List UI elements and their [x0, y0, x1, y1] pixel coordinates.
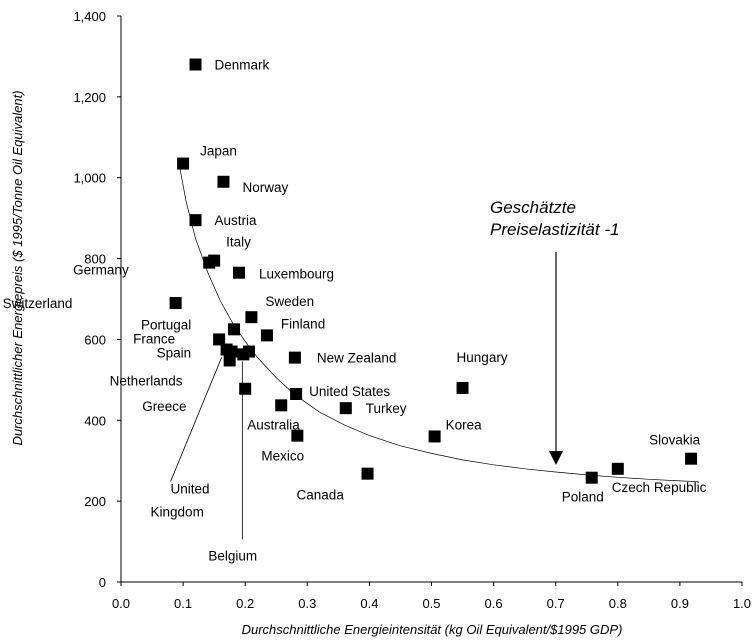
point-label: Korea — [446, 417, 483, 432]
x-tick-label: 0.5 — [422, 596, 440, 611]
point-marker-germany — [203, 256, 216, 269]
point-marker-france — [213, 333, 226, 346]
point-label: Turkey — [366, 401, 407, 416]
point-label: Greece — [142, 399, 186, 414]
x-tick-label: 0.1 — [174, 596, 192, 611]
point-label: Netherlands — [110, 373, 183, 388]
point-label: Finland — [281, 316, 325, 331]
data-points — [169, 58, 698, 484]
point-marker-mexico — [291, 429, 304, 442]
point-marker-turkey — [339, 402, 352, 415]
x-tick-label: 0.8 — [609, 596, 627, 611]
point-label: Mexico — [261, 449, 304, 464]
point-label: Japan — [200, 144, 237, 159]
point-marker-new-zealand — [288, 351, 301, 364]
point-label: Germany — [73, 263, 129, 278]
point-marker-czech-republic — [611, 462, 624, 475]
point-label: Poland — [562, 490, 604, 505]
annotation-line-2: Preiselastizität -1 — [490, 220, 619, 239]
point-marker-united-kingdom — [225, 345, 238, 358]
point-marker-finland — [260, 329, 273, 342]
point-marker-hungary — [456, 381, 469, 394]
point-label: Portugal — [141, 317, 191, 332]
y-tick-label: 1,200 — [73, 90, 106, 105]
point-label: United States — [309, 384, 390, 399]
point-label: Austria — [215, 213, 258, 228]
y-tick-label: 1,000 — [73, 171, 106, 186]
point-label: Luxembourg — [259, 267, 334, 282]
point-marker-poland — [585, 471, 598, 484]
point-label: New Zealand — [317, 351, 397, 366]
y-tick-label: 600 — [84, 332, 106, 347]
point-label: Switzerland — [3, 296, 73, 311]
point-marker-sweden — [245, 311, 258, 324]
point-label: Slovakia — [649, 433, 701, 448]
point-marker-canada — [361, 467, 374, 480]
x-tick-label: 0.7 — [547, 596, 565, 611]
point-marker-slovakia — [685, 452, 698, 465]
point-labels: Denmark Japan Norway Austria Italy Germany Lux… — [3, 58, 707, 564]
point-marker-luxembourg — [232, 266, 245, 279]
plot-axes — [120, 16, 742, 583]
y-tick-label: 800 — [84, 252, 106, 267]
point-label: United — [171, 482, 210, 497]
point-marker-austria — [189, 214, 202, 227]
y-axis-title: Durchschnittlicher Energiepreis ($ 1995/… — [10, 90, 25, 445]
point-marker-korea — [428, 430, 441, 443]
y-tick-label: 0 — [99, 575, 106, 590]
y-tick-label: 400 — [84, 413, 106, 428]
x-tick-label: 0.2 — [236, 596, 254, 611]
point-label: Canada — [297, 488, 345, 503]
point-marker-greece — [239, 382, 252, 395]
x-axis-title: Durchschnittliche Energieintensität (kg … — [242, 622, 623, 637]
annotation-line-1: Geschätzte — [490, 198, 576, 217]
axis-ticks: 0.0 0.1 0.2 0.3 0.4 0.5 0.6 0.7 0.8 0.9 1.0 0 200 400… — [73, 9, 751, 611]
point-marker-denmark — [189, 58, 202, 71]
point-label: Norway — [242, 180, 288, 195]
elasticity-annotation: Geschätzte Preiselastizität -1 — [490, 198, 619, 465]
point-marker-portugal — [228, 323, 241, 336]
point-marker-united-states — [290, 388, 303, 401]
point-label: Kingdom — [151, 505, 204, 520]
leader-line — [170, 357, 222, 482]
point-marker-switzerland — [169, 297, 182, 310]
x-tick-label: 0.0 — [112, 596, 130, 611]
x-tick-label: 1.0 — [733, 596, 751, 611]
point-marker-japan — [177, 157, 190, 170]
x-tick-label: 0.3 — [298, 596, 316, 611]
point-label: Denmark — [215, 58, 270, 73]
point-marker-norway — [217, 175, 230, 188]
point-label: France — [133, 331, 175, 346]
point-label: Czech Republic — [612, 480, 707, 495]
point-label: Sweden — [265, 294, 314, 309]
x-tick-label: 0.9 — [671, 596, 689, 611]
point-label: Belgium — [208, 548, 257, 563]
point-marker — [242, 345, 255, 358]
y-tick-label: 1,400 — [73, 9, 106, 24]
point-label: Spain — [157, 346, 192, 361]
x-tick-label: 0.6 — [485, 596, 503, 611]
point-marker-australia — [275, 399, 288, 412]
y-tick-label: 200 — [84, 494, 106, 509]
x-tick-label: 0.4 — [360, 596, 378, 611]
point-label: Hungary — [457, 350, 508, 365]
point-label: Australia — [247, 417, 300, 432]
point-label: Italy — [226, 235, 251, 250]
annotation-arrow-head — [549, 451, 563, 465]
